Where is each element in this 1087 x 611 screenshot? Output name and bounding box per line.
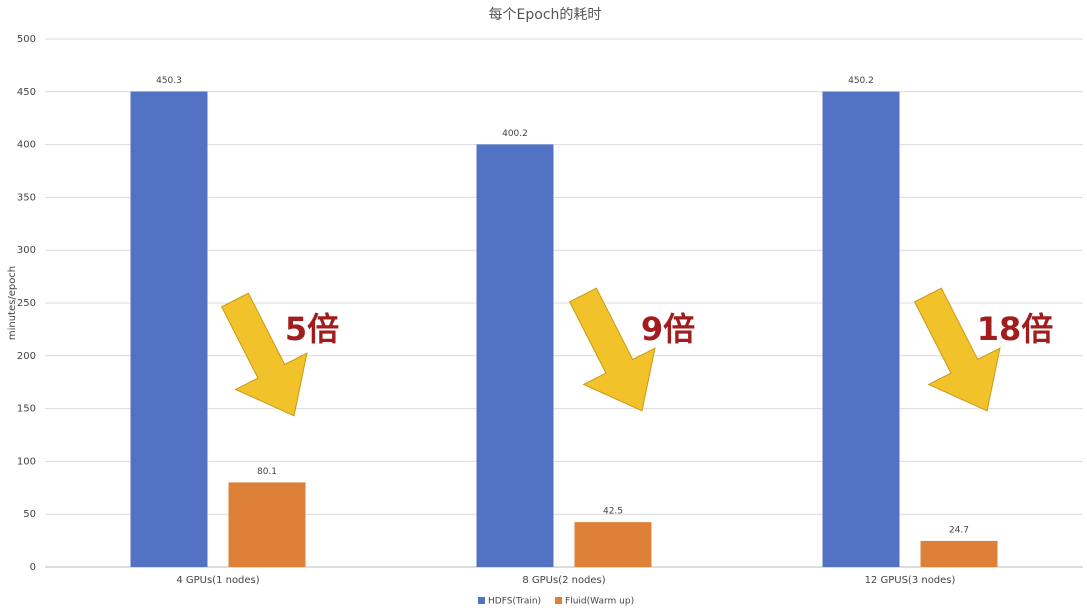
y-tick-label: 250 [17, 298, 36, 309]
annotation: 9倍 [641, 310, 695, 348]
value-label: 400.2 [502, 129, 528, 139]
x-tick-label: 8 GPUs(2 nodes) [522, 575, 605, 586]
bar [822, 91, 900, 567]
value-label: 450.3 [156, 76, 182, 86]
y-tick-label: 100 [17, 456, 36, 467]
chart-title: 每个Epoch的耗时 [489, 7, 602, 23]
legend-swatch [478, 597, 485, 604]
value-label: 24.7 [949, 525, 969, 535]
bar [228, 482, 306, 567]
bar [476, 144, 554, 567]
bar [574, 522, 652, 567]
y-tick-label: 500 [17, 34, 36, 45]
value-label: 450.2 [848, 76, 874, 86]
annotation: 5倍 [285, 310, 339, 348]
x-tick-label: 4 GPUs(1 nodes) [176, 575, 259, 586]
y-tick-label: 400 [17, 140, 36, 151]
x-tick-label: 12 GPUS(3 nodes) [865, 575, 956, 586]
legend-swatch [555, 597, 563, 604]
y-tick-label: 0 [30, 562, 36, 573]
y-tick-label: 450 [17, 87, 36, 98]
legend-label: Fluid(Warm up) [565, 597, 634, 607]
annotation: 18倍 [977, 310, 1054, 348]
value-label: 42.5 [603, 507, 623, 517]
arrow [568, 287, 656, 412]
y-tick-label: 200 [17, 351, 36, 362]
arrows [220, 287, 1001, 417]
y-tick-label: 350 [17, 192, 36, 203]
y-tick-label: 150 [17, 404, 36, 415]
bar [130, 91, 208, 567]
y-tick-label: 300 [17, 245, 36, 256]
bar [920, 540, 998, 567]
value-label: 80.1 [257, 467, 277, 477]
arrow [220, 292, 308, 417]
y-axis-label: minutes/epoch [7, 266, 18, 340]
legend-label: HDFS(Train) [488, 597, 541, 607]
y-tick-label: 50 [23, 509, 36, 520]
arrow [913, 287, 1001, 412]
